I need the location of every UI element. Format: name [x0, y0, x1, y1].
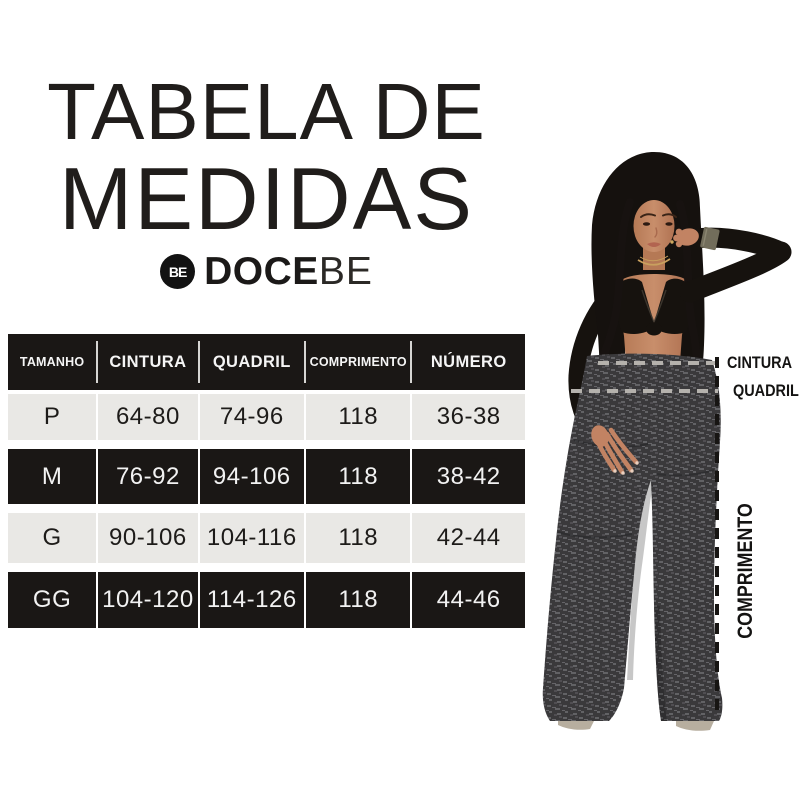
- table-cell: 76-92: [98, 449, 198, 504]
- table-header-cell: NÚMERO: [410, 334, 525, 390]
- table-cell: 44-46: [412, 572, 525, 628]
- table-header-cell: TAMANHO: [8, 334, 97, 390]
- table-cell: 38-42: [412, 449, 525, 504]
- table-cell: G: [8, 513, 97, 563]
- table-cell: 90-106: [98, 513, 198, 563]
- waist-measure-line: [598, 361, 718, 365]
- table-cell: 36-38: [412, 394, 525, 440]
- table-cell: 118: [306, 513, 411, 563]
- table-cell: 104-120: [98, 572, 198, 628]
- table-cell: 118: [306, 572, 411, 628]
- table-cell: M: [8, 449, 97, 504]
- waist-label: CINTURA: [727, 353, 793, 372]
- hip-label: QUADRIL: [733, 381, 799, 400]
- brand-name: DOCEBE: [204, 252, 373, 291]
- brand-name-bold: DOCE: [204, 250, 319, 293]
- brand-mark-icon: BE: [160, 254, 196, 289]
- table-cell: 104-116: [199, 513, 305, 563]
- table-header-cell: COMPRIMENTO: [304, 334, 411, 390]
- size-table: TAMANHO CINTURA QUADRIL COMPRIMENTO NÚME…: [8, 334, 525, 628]
- length-label: COMPRIMENTO: [734, 503, 757, 639]
- table-cell: 64-80: [98, 394, 198, 440]
- table-header-cell: QUADRIL: [197, 334, 305, 390]
- table-cell: 118: [306, 394, 411, 440]
- table-cell: 94-106: [199, 449, 305, 504]
- table-cell: 118: [306, 449, 411, 504]
- table-cell: 74-96: [199, 394, 305, 440]
- title-line-2: MEDIDAS: [59, 149, 474, 248]
- hip-measure-line: [571, 389, 718, 393]
- model-photo: [530, 140, 800, 760]
- table-row: G 90-106 104-116 118 42-44: [8, 513, 525, 563]
- table-cell: GG: [8, 572, 97, 628]
- title-line-1: TABELA DE: [47, 67, 486, 156]
- table-row: M 76-92 94-106 118 38-42: [8, 449, 525, 504]
- table-cell: 114-126: [199, 572, 305, 628]
- table-header-cell: CINTURA: [96, 334, 198, 390]
- table-cell: 42-44: [412, 513, 525, 563]
- table-row: GG 104-120 114-126 118 44-46: [8, 572, 525, 628]
- table-row: P 64-80 74-96 118 36-38: [8, 394, 525, 440]
- brand-name-light: BE: [318, 250, 373, 293]
- size-chart-title: TABELA DE MEDIDAS: [8, 72, 525, 243]
- table-cell: P: [8, 394, 97, 440]
- length-measure-line: [715, 357, 719, 713]
- table-header-row: TAMANHO CINTURA QUADRIL COMPRIMENTO NÚME…: [8, 334, 525, 390]
- brand-logo: BE DOCEBE: [8, 252, 525, 291]
